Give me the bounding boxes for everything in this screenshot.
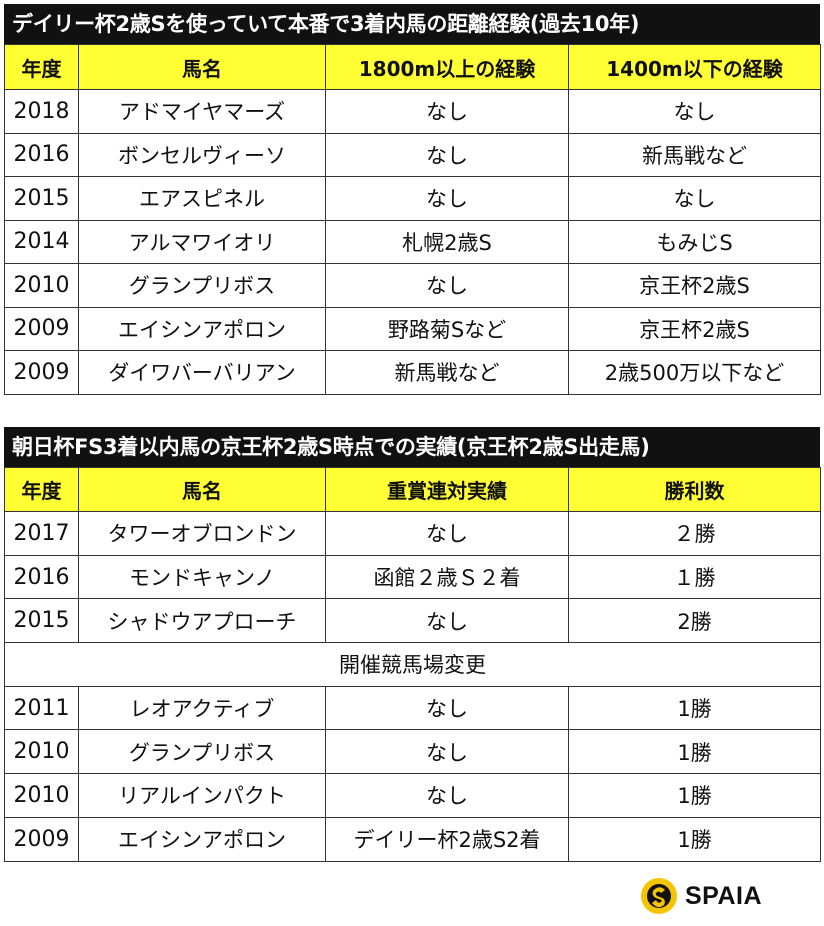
table-row: 2010 グランプリボス なし 京王杯2歳S bbox=[4, 263, 821, 308]
wins-cell: 1勝 bbox=[568, 729, 821, 775]
table-row: 2009 エイシンアポロン 野路菊Sなど 京王杯2歳S bbox=[4, 306, 821, 351]
distance-experience-table: デイリー杯2歳Sを使っていて本番で3着内馬の距離経験(過去10年) 年度 馬名 … bbox=[4, 4, 821, 395]
separator-row: 開催競馬場変更 bbox=[4, 642, 821, 687]
table-row: 2009 エイシンアポロン デイリー杯2歳S2着 1勝 bbox=[4, 816, 821, 862]
graded-record-cell: なし bbox=[325, 685, 569, 731]
year-cell: 2016 bbox=[4, 132, 79, 177]
year-cell: 2016 bbox=[4, 554, 79, 600]
keio-hai-record-table: 朝日杯FS3着以内馬の京王杯2歳S時点での実績(京王杯2歳S出走馬) 年度 馬名… bbox=[4, 427, 821, 862]
header-graded-record: 重賞連対実績 bbox=[325, 467, 569, 512]
long-distance-cell: 新馬戦など bbox=[325, 350, 569, 395]
horse-cell: ボンセルヴィーソ bbox=[78, 132, 326, 177]
horse-cell: アドマイヤマーズ bbox=[78, 89, 326, 134]
wins-cell: 2勝 bbox=[568, 598, 821, 644]
short-distance-cell: 京王杯2歳S bbox=[568, 263, 821, 308]
year-cell: 2017 bbox=[4, 511, 79, 556]
horse-cell: タワーオブロンドン bbox=[78, 511, 326, 556]
long-distance-cell: なし bbox=[325, 263, 569, 308]
table-row: 2010 グランプリボス なし 1勝 bbox=[4, 729, 821, 775]
spaia-logo: SPAIA bbox=[640, 877, 762, 915]
table-row: 2009 ダイワバーバリアン 新馬戦など 2歳500万以下など bbox=[4, 350, 821, 395]
short-distance-cell: 新馬戦など bbox=[568, 132, 821, 177]
wins-cell: １勝 bbox=[568, 554, 821, 600]
graded-record-cell: 函館２歳Ｓ２着 bbox=[325, 554, 569, 600]
spaia-logo-text: SPAIA bbox=[685, 881, 763, 910]
long-distance-cell: なし bbox=[325, 176, 569, 221]
wins-cell: 1勝 bbox=[568, 816, 821, 862]
short-distance-cell: 京王杯2歳S bbox=[568, 306, 821, 351]
year-cell: 2010 bbox=[4, 263, 79, 308]
table2-header-row: 年度 馬名 重賞連対実績 勝利数 bbox=[4, 467, 821, 512]
table2: 年度 馬名 重賞連対実績 勝利数 2017 タワーオブロンドン なし ２勝 20… bbox=[4, 467, 821, 862]
horse-cell: グランプリボス bbox=[78, 263, 326, 308]
horse-cell: アルマワイオリ bbox=[78, 219, 326, 264]
header-horse-name: 馬名 bbox=[78, 44, 326, 90]
header-year: 年度 bbox=[4, 467, 79, 512]
table-row: 2014 アルマワイオリ 札幌2歳S もみじS bbox=[4, 219, 821, 264]
year-cell: 2009 bbox=[4, 306, 79, 351]
table-row: 2016 モンドキャンノ 函館２歳Ｓ２着 １勝 bbox=[4, 554, 821, 600]
year-cell: 2015 bbox=[4, 176, 79, 221]
graded-record-cell: なし bbox=[325, 729, 569, 775]
long-distance-cell: 札幌2歳S bbox=[325, 219, 569, 264]
header-1800m-plus: 1800m以上の経験 bbox=[325, 44, 569, 90]
graded-record-cell: デイリー杯2歳S2着 bbox=[325, 816, 569, 862]
table-row: 2015 エアスピネル なし なし bbox=[4, 176, 821, 221]
year-cell: 2010 bbox=[4, 729, 79, 775]
wins-cell: ２勝 bbox=[568, 511, 821, 556]
short-distance-cell: なし bbox=[568, 89, 821, 134]
venue-change-note: 開催競馬場変更 bbox=[4, 642, 821, 687]
graded-record-cell: なし bbox=[325, 598, 569, 644]
year-cell: 2009 bbox=[4, 350, 79, 395]
table1-title: デイリー杯2歳Sを使っていて本番で3着内馬の距離経験(過去10年) bbox=[4, 4, 820, 44]
graded-record-cell: なし bbox=[325, 511, 569, 556]
long-distance-cell: なし bbox=[325, 132, 569, 177]
year-cell: 2009 bbox=[4, 816, 79, 862]
horse-cell: レオアクティブ bbox=[78, 685, 326, 731]
table1-header-row: 年度 馬名 1800m以上の経験 1400m以下の経験 bbox=[4, 44, 821, 90]
table-row: 2015 シャドウアプローチ なし 2勝 bbox=[4, 598, 821, 644]
year-cell: 2011 bbox=[4, 685, 79, 731]
table-row: 2017 タワーオブロンドン なし ２勝 bbox=[4, 511, 821, 556]
long-distance-cell: なし bbox=[325, 89, 569, 134]
graded-record-cell: なし bbox=[325, 773, 569, 818]
horse-cell: グランプリボス bbox=[78, 729, 326, 775]
wins-cell: 1勝 bbox=[568, 685, 821, 731]
table-row: 2018 アドマイヤマーズ なし なし bbox=[4, 89, 821, 134]
horse-cell: リアルインパクト bbox=[78, 773, 326, 818]
short-distance-cell: もみじS bbox=[568, 219, 821, 264]
table1: 年度 馬名 1800m以上の経験 1400m以下の経験 2018 アドマイヤマー… bbox=[4, 44, 821, 395]
year-cell: 2015 bbox=[4, 598, 79, 644]
table2-title: 朝日杯FS3着以内馬の京王杯2歳S時点での実績(京王杯2歳S出走馬) bbox=[4, 427, 820, 467]
horse-cell: シャドウアプローチ bbox=[78, 598, 326, 644]
short-distance-cell: 2歳500万以下など bbox=[568, 350, 821, 395]
header-horse-name: 馬名 bbox=[78, 467, 326, 512]
spaia-logo-icon bbox=[641, 878, 677, 914]
year-cell: 2018 bbox=[4, 89, 79, 134]
horse-cell: エアスピネル bbox=[78, 176, 326, 221]
year-cell: 2014 bbox=[4, 219, 79, 264]
wins-cell: 1勝 bbox=[568, 773, 821, 818]
header-year: 年度 bbox=[4, 44, 79, 90]
table-row: 2016 ボンセルヴィーソ なし 新馬戦など bbox=[4, 132, 821, 177]
short-distance-cell: なし bbox=[568, 176, 821, 221]
horse-cell: モンドキャンノ bbox=[78, 554, 326, 600]
long-distance-cell: 野路菊Sなど bbox=[325, 306, 569, 351]
year-cell: 2010 bbox=[4, 773, 79, 818]
table-row: 2010 リアルインパクト なし 1勝 bbox=[4, 773, 821, 818]
horse-cell: エイシンアポロン bbox=[78, 816, 326, 862]
horse-cell: ダイワバーバリアン bbox=[78, 350, 326, 395]
horse-cell: エイシンアポロン bbox=[78, 306, 326, 351]
table-row: 2011 レオアクティブ なし 1勝 bbox=[4, 685, 821, 731]
header-1400m-minus: 1400m以下の経験 bbox=[568, 44, 821, 90]
header-wins: 勝利数 bbox=[568, 467, 821, 512]
